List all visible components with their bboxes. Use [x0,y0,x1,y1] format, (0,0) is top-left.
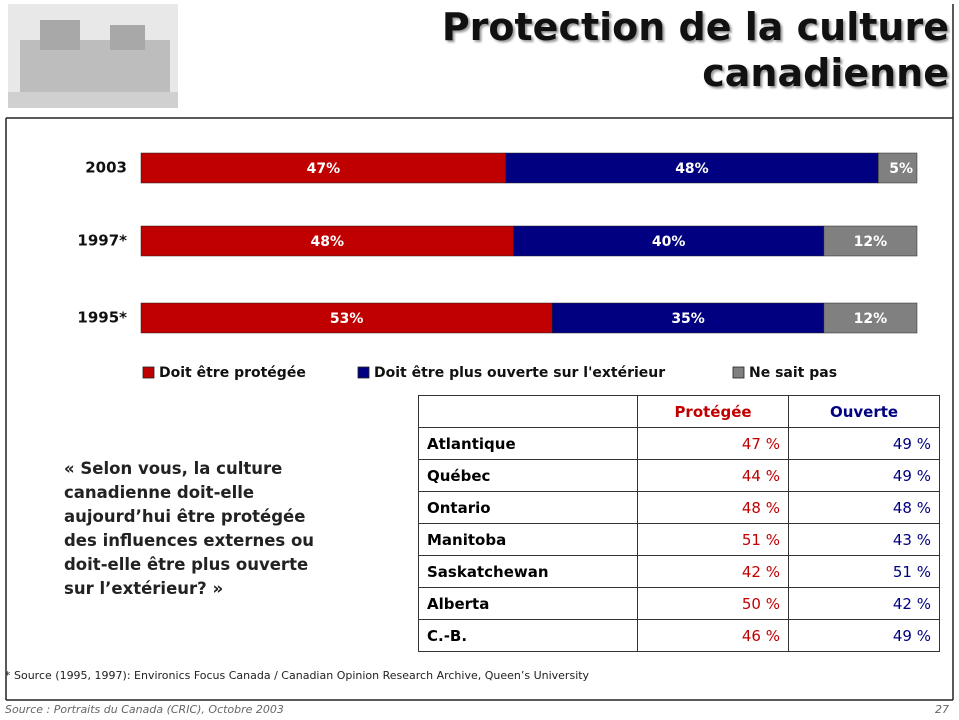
header-row: Protégée Ouverte [418,395,940,428]
table-cell: Atlantique [418,427,638,460]
page-number: 27 [935,703,949,716]
header-cell [418,395,638,428]
value-label: 40% [652,234,686,250]
table-row: Ontario 48 % 48 % [418,491,940,524]
table-cell: 50 % [637,587,789,620]
table-row: C.-B. 46 % 49 % [418,619,940,652]
table-cell: 42 % [637,555,789,588]
title-line: Protection de la culture [441,5,949,49]
table-row: Alberta 50 % 42 % [418,587,940,620]
building-photo [8,4,178,108]
header-cell: Ouverte [788,395,940,428]
table-cell: Saskatchewan [418,555,638,588]
value-label: 5% [889,161,913,177]
table: Protégée Ouverte Atlantique 47 % 49 % Québec 4… [418,395,940,652]
table-cell: Québec [418,459,638,492]
value-label: 47% [307,161,341,177]
value-label: 48% [310,234,344,250]
table-row: Saskatchewan 42 % 51 % [418,555,940,588]
table-cell: 48 % [637,491,789,524]
table-cell: 49 % [788,619,940,652]
source-note: * Source (1995, 1997): Environics Focus … [5,669,590,682]
value-label: 35% [671,311,705,327]
table-cell: Alberta [418,587,638,620]
legend-swatch [142,366,155,379]
table-cell: 42 % [788,587,940,620]
bar-segment [823,225,918,257]
legend-label: Ne sait pas [749,365,837,381]
category-label: 1997* [77,232,127,250]
legend-swatch [732,366,745,379]
bar-segment [140,152,506,184]
bar-segment [140,302,553,334]
table-cell: 43 % [788,523,940,556]
frame [5,4,954,701]
title: Protection de la culture canadienne [442,4,949,96]
table-cell: 51 % [637,523,789,556]
bar-segment [140,225,514,257]
table-row: Québec 44 % 49 % [418,459,940,492]
value-label: 12% [854,234,888,250]
category-label: 1995* [77,309,127,327]
legend-label: Doit être plus ouverte sur l'extérieur [374,365,665,381]
table-cell: Manitoba [418,523,638,556]
table-cell: 44 % [637,459,789,492]
bar-segment [552,302,825,334]
legend-swatch [357,366,370,379]
value-label: 48% [675,161,709,177]
bar-segment [823,302,918,334]
table-cell: 47 % [637,427,789,460]
table-cell: 49 % [788,459,940,492]
table-row: Manitoba 51 % 43 % [418,523,940,556]
table-cell: 48 % [788,491,940,524]
table-cell: 46 % [637,619,789,652]
value-label: 12% [854,311,888,327]
table-cell: Ontario [418,491,638,524]
bar-segment [513,225,825,257]
header-cell: Protégée [637,395,789,428]
table-row: Atlantique 47 % 49 % [418,427,940,460]
table-cell: C.-B. [418,619,638,652]
question: « Selon vous, la culture canadienne doit… [64,459,315,598]
table-cell: 51 % [788,555,940,588]
footer: Source : Portraits du Canada (CRIC), Oct… [5,703,284,716]
legend-label: Doit être protégée [159,365,306,381]
bar-segment [505,152,879,184]
title-line: canadienne [702,51,949,95]
category-label: 2003 [85,159,127,177]
table-cell: 49 % [788,427,940,460]
value-label: 53% [330,311,364,327]
bar-segment [877,152,918,184]
